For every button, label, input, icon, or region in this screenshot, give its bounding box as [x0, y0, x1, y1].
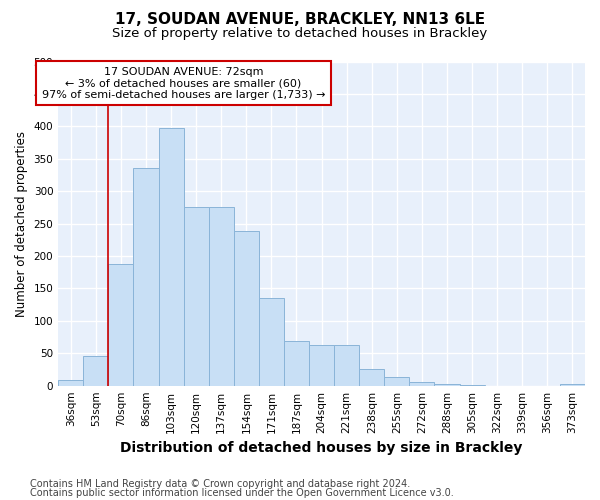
Bar	[133, 168, 158, 386]
Bar	[234, 230, 259, 386]
Bar	[460, 385, 485, 386]
Y-axis label: Number of detached properties: Number of detached properties	[15, 130, 28, 316]
Bar	[359, 369, 385, 386]
Bar	[409, 382, 434, 386]
Bar	[434, 384, 460, 386]
Bar	[309, 346, 334, 386]
Text: Contains HM Land Registry data © Crown copyright and database right 2024.: Contains HM Land Registry data © Crown c…	[30, 479, 410, 489]
Text: 17, SOUDAN AVENUE, BRACKLEY, NN13 6LE: 17, SOUDAN AVENUE, BRACKLEY, NN13 6LE	[115, 12, 485, 28]
Bar	[259, 298, 284, 386]
Bar	[284, 341, 309, 386]
Bar	[560, 384, 585, 386]
Text: Size of property relative to detached houses in Brackley: Size of property relative to detached ho…	[112, 28, 488, 40]
Bar	[58, 380, 83, 386]
Text: Contains public sector information licensed under the Open Government Licence v3: Contains public sector information licen…	[30, 488, 454, 498]
Bar	[209, 206, 234, 386]
Text: 17 SOUDAN AVENUE: 72sqm
← 3% of detached houses are smaller (60)
97% of semi-det: 17 SOUDAN AVENUE: 72sqm ← 3% of detached…	[42, 66, 325, 100]
Bar	[385, 378, 409, 386]
Bar	[83, 356, 109, 386]
X-axis label: Distribution of detached houses by size in Brackley: Distribution of detached houses by size …	[121, 441, 523, 455]
Bar	[158, 128, 184, 386]
Bar	[109, 264, 133, 386]
Bar	[184, 206, 209, 386]
Bar	[334, 346, 359, 386]
